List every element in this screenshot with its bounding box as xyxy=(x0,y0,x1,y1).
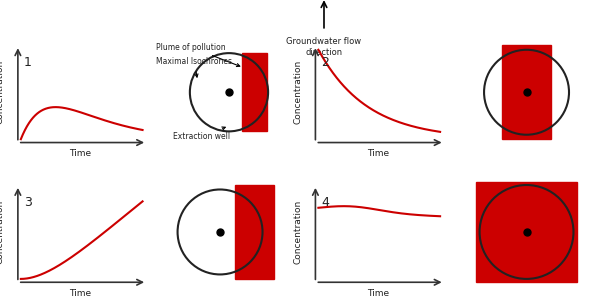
Text: Maximal Isochrones: Maximal Isochrones xyxy=(157,57,232,77)
Text: Concentration: Concentration xyxy=(293,60,302,124)
Text: Groundwater flow
direction: Groundwater flow direction xyxy=(286,38,362,57)
Text: 4: 4 xyxy=(322,196,329,209)
Text: Plume of pollution: Plume of pollution xyxy=(157,43,240,67)
Bar xyxy=(242,53,267,132)
Text: Time: Time xyxy=(367,149,389,158)
Text: Concentration: Concentration xyxy=(0,200,5,264)
Text: Extraction well: Extraction well xyxy=(173,127,230,141)
Text: 3: 3 xyxy=(24,196,32,209)
Text: Time: Time xyxy=(69,149,91,158)
Text: Time: Time xyxy=(367,289,389,298)
Text: 1: 1 xyxy=(24,56,32,69)
Text: Concentration: Concentration xyxy=(0,60,5,124)
Bar xyxy=(235,185,274,279)
Text: Concentration: Concentration xyxy=(293,200,302,264)
Bar xyxy=(502,45,551,139)
Text: Time: Time xyxy=(69,289,91,298)
Text: 2: 2 xyxy=(322,56,329,69)
